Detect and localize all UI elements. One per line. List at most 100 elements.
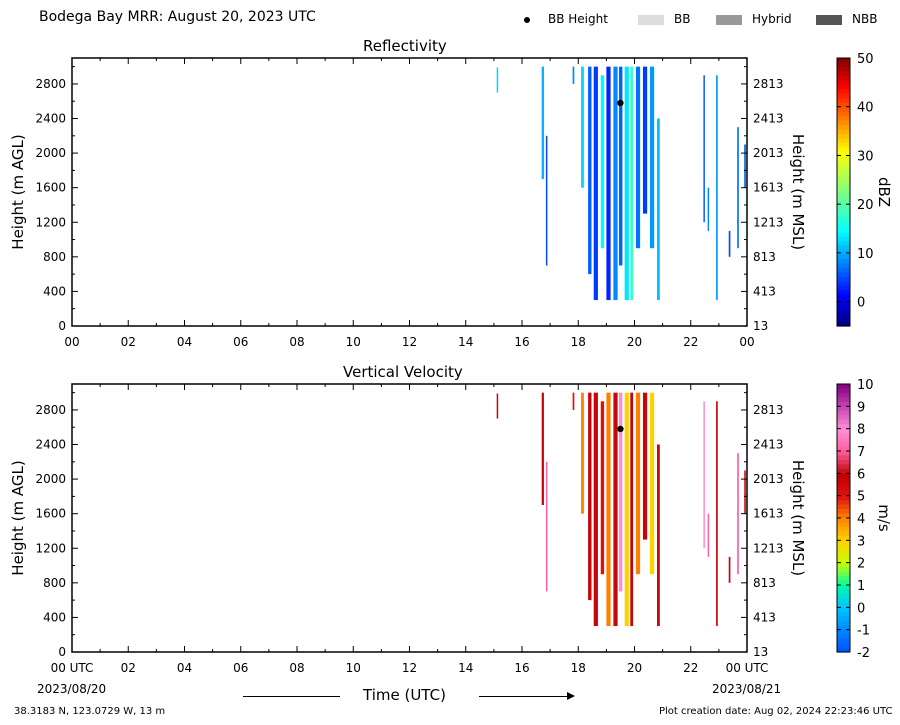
- colorbar-cell: [837, 250, 850, 256]
- reflectivity-colorbar-label: dBZ: [875, 176, 893, 208]
- x-tick-label: 12: [402, 661, 417, 675]
- hybrid-swatch-icon: [716, 14, 742, 25]
- legend-bb-height-label: BB Height: [548, 12, 608, 26]
- y-tick-label-right: 2013: [753, 472, 784, 486]
- colorbar-cell: [837, 495, 850, 501]
- reflectivity-ylabel-right: Height (m MSL): [789, 133, 807, 251]
- colorbar-cell: [837, 236, 850, 242]
- colorbar-cell: [837, 151, 850, 157]
- location-text: 38.3183 N, 123.0729 W, 13 m: [14, 706, 166, 717]
- colorbar-cell: [837, 522, 850, 528]
- colorbar-cell: [837, 442, 850, 448]
- colorbar-cell: [837, 147, 850, 153]
- velocity-plot: 00 UTC 02 04 06 08 10 12 14 16 18 20 22 00 UTC 0 13 400…: [35, 383, 784, 675]
- data-column: [581, 66, 584, 188]
- y-tick-label: 2800: [35, 77, 66, 91]
- data-column: [600, 401, 605, 575]
- data-column: [588, 392, 592, 601]
- nbb-swatch-icon: [816, 14, 842, 25]
- y-tick-label-right: 813: [753, 250, 776, 264]
- colorbar-cell: [837, 259, 850, 265]
- x-tick-label: 00: [64, 335, 79, 349]
- y-tick-label-right: 413: [753, 610, 776, 624]
- colorbar-tick-label: -2: [857, 646, 870, 661]
- data-column: [728, 230, 731, 257]
- reflectivity-ylabel: Height (m AGL): [9, 134, 27, 250]
- y-tick-label: 2400: [35, 438, 66, 452]
- arrow-right-icon: [567, 692, 575, 700]
- colorbar-cell: [837, 160, 850, 166]
- data-column: [630, 66, 634, 301]
- data-column: [716, 75, 718, 301]
- colorbar-cell: [837, 102, 850, 108]
- colorbar-cell: [837, 308, 850, 314]
- data-column: [619, 66, 623, 266]
- colorbar-cell: [837, 384, 850, 390]
- colorbar-cell: [837, 142, 850, 148]
- colorbar-cell: [837, 169, 850, 175]
- y-tick-label: 2000: [35, 146, 66, 160]
- reflectivity-title: Reflectivity: [363, 37, 447, 55]
- colorbar-cell: [837, 553, 850, 559]
- colorbar-cell: [837, 593, 850, 599]
- data-column: [613, 392, 618, 627]
- colorbar-tick-label: 8: [857, 423, 865, 438]
- x-tick-label: 16: [514, 335, 529, 349]
- colorbar-cell: [837, 397, 850, 403]
- colorbar-cell: [837, 531, 850, 537]
- x-tick-label: 22: [683, 661, 698, 675]
- x-tick-label: 10: [346, 335, 361, 349]
- data-column: [630, 392, 634, 627]
- data-column: [744, 470, 746, 514]
- colorbar-tick-label: 10: [857, 378, 874, 393]
- colorbar-cell: [837, 388, 850, 394]
- time-arrow-left-line: [243, 696, 340, 697]
- velocity-ylabel-right: Height (m MSL): [789, 459, 807, 577]
- colorbar-cell: [837, 254, 850, 260]
- y-tick-label: 1200: [35, 541, 66, 555]
- y-tick-label-right: 1213: [753, 541, 784, 555]
- colorbar-tick-label: 9: [857, 400, 865, 415]
- colorbar-tick-label: 4: [857, 512, 865, 527]
- colorbar-cell: [837, 183, 850, 189]
- y-tick-label-right: 1213: [753, 215, 784, 229]
- colorbar-cell: [837, 433, 850, 439]
- colorbar-cell: [837, 638, 850, 644]
- y-tick-label-right: 2013: [753, 146, 784, 160]
- data-column: [642, 392, 648, 540]
- colorbar-cell: [837, 392, 850, 398]
- colorbar-cell: [837, 107, 850, 113]
- colorbar-cell: [837, 459, 850, 465]
- x-tick-label: 06: [233, 661, 248, 675]
- bb-swatch-icon: [638, 14, 664, 25]
- colorbar-cell: [837, 125, 850, 131]
- colorbar-cell: [837, 549, 850, 555]
- y-tick-label: 1200: [35, 215, 66, 229]
- colorbar-cell: [837, 116, 850, 122]
- x-tick-label: 16: [514, 661, 529, 675]
- legend-nbb: NBB: [816, 12, 877, 26]
- colorbar-cell: [837, 165, 850, 171]
- y-tick-label-right: 13: [753, 645, 768, 659]
- data-column: [572, 66, 575, 84]
- colorbar-cell: [837, 401, 850, 407]
- data-column: [716, 401, 718, 627]
- colorbar-cell: [837, 111, 850, 117]
- colorbar-cell: [837, 598, 850, 604]
- colorbar-cell: [837, 634, 850, 640]
- y-tick-label: 800: [43, 250, 66, 264]
- data-column: [707, 187, 710, 231]
- colorbar-cell: [837, 156, 850, 162]
- data-column: [642, 66, 648, 214]
- colorbar-cell: [837, 535, 850, 541]
- colorbar-cell: [837, 526, 850, 532]
- colorbar-cell: [837, 509, 850, 515]
- colorbar-cell: [837, 424, 850, 430]
- colorbar-cell: [837, 585, 850, 591]
- colorbar-cell: [837, 66, 850, 72]
- legend-bb-height: BB Height: [524, 12, 608, 26]
- time-xlabel: Time (UTC): [363, 686, 446, 704]
- colorbar-cell: [837, 491, 850, 497]
- colorbar-tick-label: 40: [857, 101, 874, 116]
